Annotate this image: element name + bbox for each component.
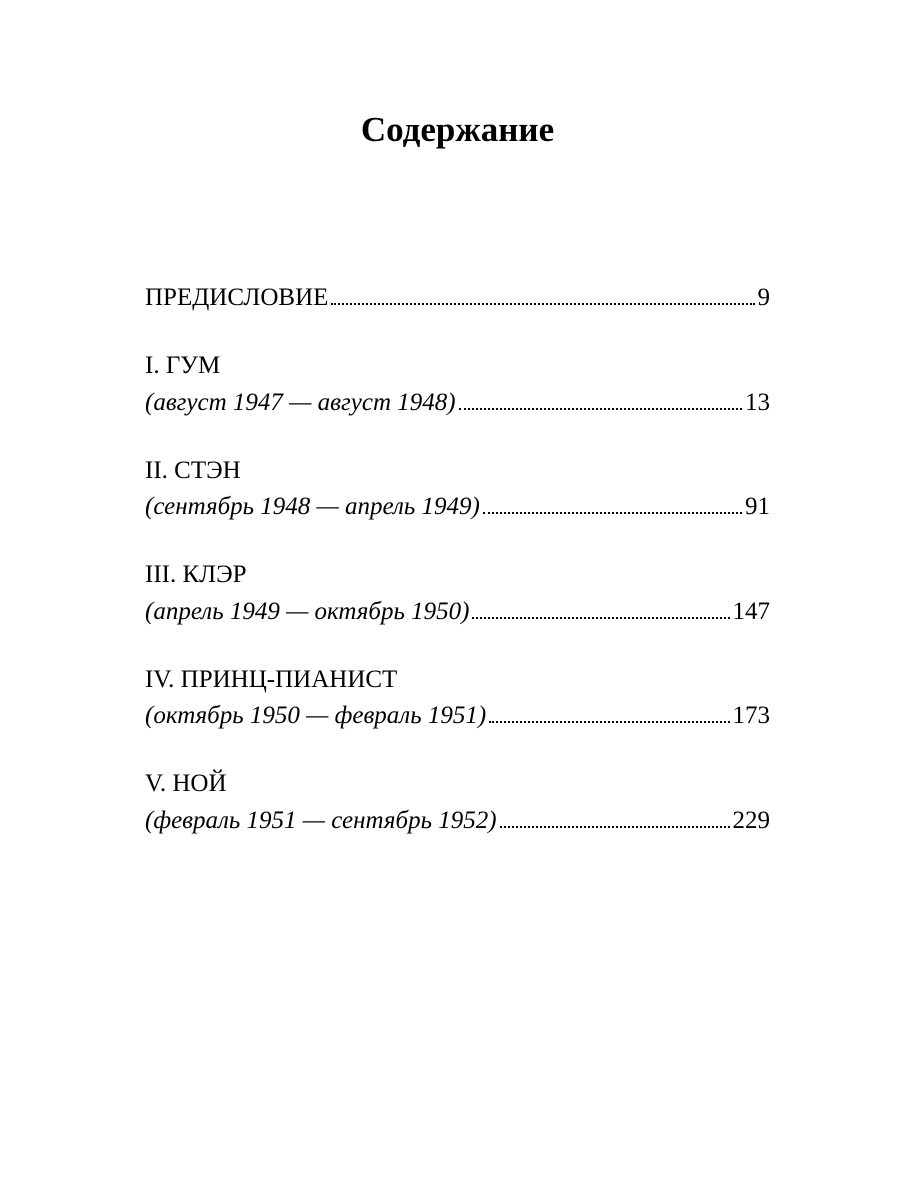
toc-entry-title: IV. ПРИНЦ-ПИАНИСТ — [145, 662, 770, 698]
toc-page: Содержание ПРЕДИСЛОВИЕ 9 I. ГУМ (август … — [0, 0, 900, 839]
toc-entry-subtitle: (август 1947 — август 1948) — [145, 385, 456, 421]
toc-entry-title: I. ГУМ — [145, 348, 770, 384]
toc-entry: I. ГУМ (август 1947 — август 1948) 13 — [145, 348, 770, 421]
toc-entry-subtitle: (апрель 1949 — октябрь 1950) — [145, 594, 469, 630]
toc-entry: IV. ПРИНЦ-ПИАНИСТ (октябрь 1950 — феврал… — [145, 662, 770, 735]
toc-entry: V. НОЙ (февраль 1951 — сентябрь 1952) 22… — [145, 766, 770, 839]
toc-entry: III. КЛЭР (апрель 1949 — октябрь 1950) 1… — [145, 557, 770, 630]
toc-entry: II. СТЭН (сентябрь 1948 — апрель 1949) 9… — [145, 453, 770, 526]
toc-entry: ПРЕДИСЛОВИЕ 9 — [145, 280, 770, 316]
toc-entry-subtitle: (сентябрь 1948 — апрель 1949) — [145, 489, 480, 525]
toc-leader — [459, 408, 742, 410]
toc-leader — [500, 826, 730, 828]
toc-leader — [331, 303, 754, 305]
toc-leader — [483, 512, 742, 514]
toc-title: Содержание — [145, 110, 770, 150]
toc-leader — [489, 721, 729, 723]
toc-entry-page: 147 — [733, 594, 771, 630]
toc-entry-page: 91 — [745, 489, 770, 525]
toc-entry-title: II. СТЭН — [145, 453, 770, 489]
toc-entry-subtitle: (февраль 1951 — сентябрь 1952) — [145, 803, 497, 839]
toc-entry-subtitle: (октябрь 1950 — февраль 1951) — [145, 698, 486, 734]
toc-leader — [472, 617, 729, 619]
toc-entry-page: 173 — [733, 698, 771, 734]
toc-entry-title: V. НОЙ — [145, 766, 770, 802]
toc-entry-page: 13 — [745, 385, 770, 421]
toc-entry-title: ПРЕДИСЛОВИЕ — [145, 280, 328, 316]
toc-entry-title: III. КЛЭР — [145, 557, 770, 593]
toc-entry-page: 229 — [733, 803, 771, 839]
toc-entry-page: 9 — [758, 280, 771, 316]
